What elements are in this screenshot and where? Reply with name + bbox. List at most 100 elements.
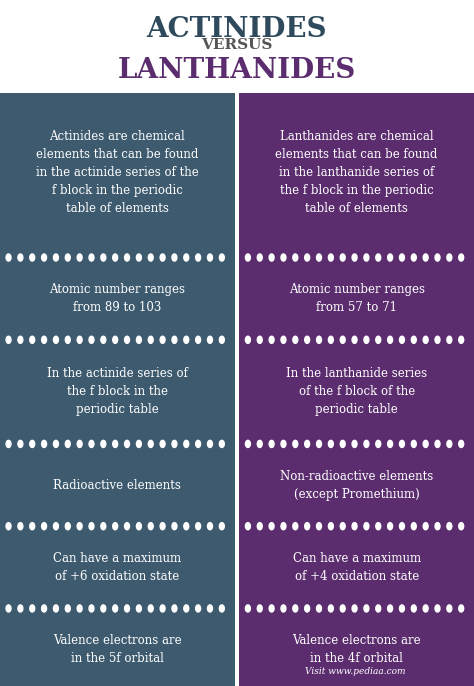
Circle shape (196, 440, 201, 447)
Text: In the actinide series of
the f block in the
periodic table: In the actinide series of the f block in… (47, 368, 188, 416)
Circle shape (160, 523, 165, 530)
Circle shape (42, 336, 46, 344)
Circle shape (376, 523, 381, 530)
Circle shape (388, 523, 392, 530)
Circle shape (305, 254, 310, 261)
Circle shape (113, 254, 118, 261)
Circle shape (257, 523, 262, 530)
Bar (239, 521, 474, 531)
Circle shape (459, 254, 464, 261)
Circle shape (30, 523, 35, 530)
Bar (239, 93, 474, 252)
Circle shape (54, 523, 58, 530)
Circle shape (388, 254, 392, 261)
Circle shape (77, 605, 82, 612)
Circle shape (196, 523, 201, 530)
Circle shape (160, 440, 165, 447)
Circle shape (18, 523, 23, 530)
Bar (0, 93, 235, 252)
Circle shape (269, 440, 274, 447)
Circle shape (184, 605, 189, 612)
Circle shape (328, 336, 333, 344)
Circle shape (6, 336, 11, 344)
Circle shape (352, 440, 357, 447)
Circle shape (137, 336, 141, 344)
Bar (239, 604, 474, 613)
Circle shape (125, 336, 129, 344)
Circle shape (376, 254, 381, 261)
Circle shape (411, 440, 416, 447)
Circle shape (160, 336, 165, 344)
Circle shape (447, 523, 452, 530)
Circle shape (364, 440, 369, 447)
Circle shape (400, 523, 404, 530)
Circle shape (293, 254, 298, 261)
Circle shape (376, 605, 381, 612)
Circle shape (400, 440, 404, 447)
Circle shape (317, 254, 321, 261)
Circle shape (125, 605, 129, 612)
Circle shape (257, 440, 262, 447)
Circle shape (54, 605, 58, 612)
Bar (239, 531, 474, 604)
Circle shape (388, 605, 392, 612)
Circle shape (196, 605, 201, 612)
Text: Can have a maximum
of +6 oxidation state: Can have a maximum of +6 oxidation state (53, 552, 182, 583)
Circle shape (89, 440, 94, 447)
Circle shape (125, 523, 129, 530)
Circle shape (42, 254, 46, 261)
Circle shape (305, 605, 310, 612)
Circle shape (148, 440, 153, 447)
Circle shape (269, 336, 274, 344)
Bar (239, 344, 474, 439)
Circle shape (340, 254, 345, 261)
Circle shape (172, 336, 177, 344)
Circle shape (125, 254, 129, 261)
Circle shape (137, 605, 141, 612)
Circle shape (352, 336, 357, 344)
Circle shape (65, 254, 70, 261)
Circle shape (65, 523, 70, 530)
Text: Can have a maximum
of +4 oxidation state: Can have a maximum of +4 oxidation state (292, 552, 421, 583)
Circle shape (148, 605, 153, 612)
Circle shape (328, 523, 333, 530)
Circle shape (160, 254, 165, 261)
Circle shape (246, 440, 250, 447)
Circle shape (293, 605, 298, 612)
Bar (0, 252, 235, 262)
Circle shape (219, 605, 224, 612)
Circle shape (77, 523, 82, 530)
Circle shape (77, 336, 82, 344)
Bar (239, 262, 474, 335)
Text: Lanthanides are chemical
elements that can be found
in the lanthanide series of
: Lanthanides are chemical elements that c… (275, 130, 438, 215)
Circle shape (281, 523, 286, 530)
Bar (0, 344, 235, 439)
Circle shape (208, 523, 212, 530)
Circle shape (18, 605, 23, 612)
Circle shape (447, 440, 452, 447)
Circle shape (30, 440, 35, 447)
Circle shape (101, 440, 106, 447)
Circle shape (269, 523, 274, 530)
Circle shape (305, 440, 310, 447)
Circle shape (65, 440, 70, 447)
Text: Valence electrons are
in the 4f orbital: Valence electrons are in the 4f orbital (292, 634, 421, 665)
Circle shape (208, 336, 212, 344)
Bar (239, 252, 474, 262)
Circle shape (30, 605, 35, 612)
Circle shape (435, 254, 440, 261)
Circle shape (388, 336, 392, 344)
Circle shape (42, 523, 46, 530)
Circle shape (364, 254, 369, 261)
Circle shape (184, 254, 189, 261)
Circle shape (376, 336, 381, 344)
Text: Atomic number ranges
from 57 to 71: Atomic number ranges from 57 to 71 (289, 283, 425, 314)
Circle shape (42, 605, 46, 612)
Circle shape (364, 336, 369, 344)
Circle shape (293, 440, 298, 447)
Circle shape (18, 254, 23, 261)
Circle shape (219, 336, 224, 344)
Circle shape (246, 605, 250, 612)
Circle shape (125, 440, 129, 447)
Circle shape (317, 336, 321, 344)
